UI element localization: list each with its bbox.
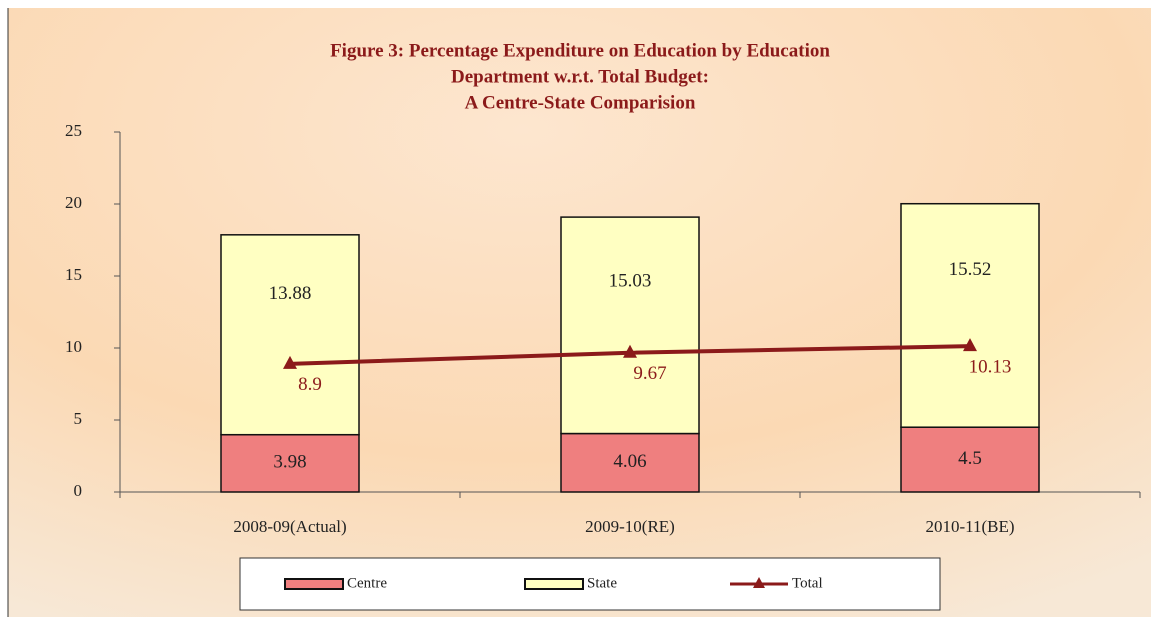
y-tick-label: 20 xyxy=(65,193,82,212)
line-marker xyxy=(623,344,637,358)
bar-segment xyxy=(220,234,360,436)
data-label: 13.88 xyxy=(269,283,312,304)
chart-title: Figure 3: Percentage Expenditure on Educ… xyxy=(330,40,830,61)
legend-swatch xyxy=(284,578,344,590)
legend-swatch xyxy=(524,578,584,590)
data-label: 4.06 xyxy=(613,451,646,472)
y-tick-label: 5 xyxy=(74,409,83,428)
x-tick-label: 2009-10(RE) xyxy=(585,517,675,536)
data-label: 15.52 xyxy=(949,259,992,280)
chart-title: Department w.r.t. Total Budget: xyxy=(451,66,709,87)
y-tick-label: 0 xyxy=(74,481,83,500)
bar-segment xyxy=(900,202,1040,428)
y-tick-label: 15 xyxy=(65,265,82,284)
data-label: 15.03 xyxy=(609,270,652,291)
data-label: 10.13 xyxy=(969,356,1012,377)
legend-label: State xyxy=(587,575,617,591)
data-label: 9.67 xyxy=(633,363,666,384)
y-tick-label: 10 xyxy=(65,337,82,356)
legend-box xyxy=(239,557,941,611)
x-tick-label: 2008-09(Actual) xyxy=(233,517,346,536)
x-tick-label: 2010-11(BE) xyxy=(925,517,1014,536)
data-label: 8.9 xyxy=(298,374,322,395)
legend-label: Total xyxy=(792,575,823,591)
line-marker xyxy=(283,355,297,369)
bar-segment xyxy=(220,433,360,493)
line-marker xyxy=(963,338,977,352)
data-label: 3.98 xyxy=(273,452,306,473)
bar-segment xyxy=(900,426,1040,493)
chart-title: A Centre-State Comparision xyxy=(465,92,696,113)
legend-marker xyxy=(753,577,765,588)
bar-segment xyxy=(560,216,700,435)
bar-segment xyxy=(560,432,700,493)
legend-label: Centre xyxy=(347,575,387,591)
y-tick-label: 25 xyxy=(65,121,82,140)
data-label: 4.5 xyxy=(958,448,982,469)
